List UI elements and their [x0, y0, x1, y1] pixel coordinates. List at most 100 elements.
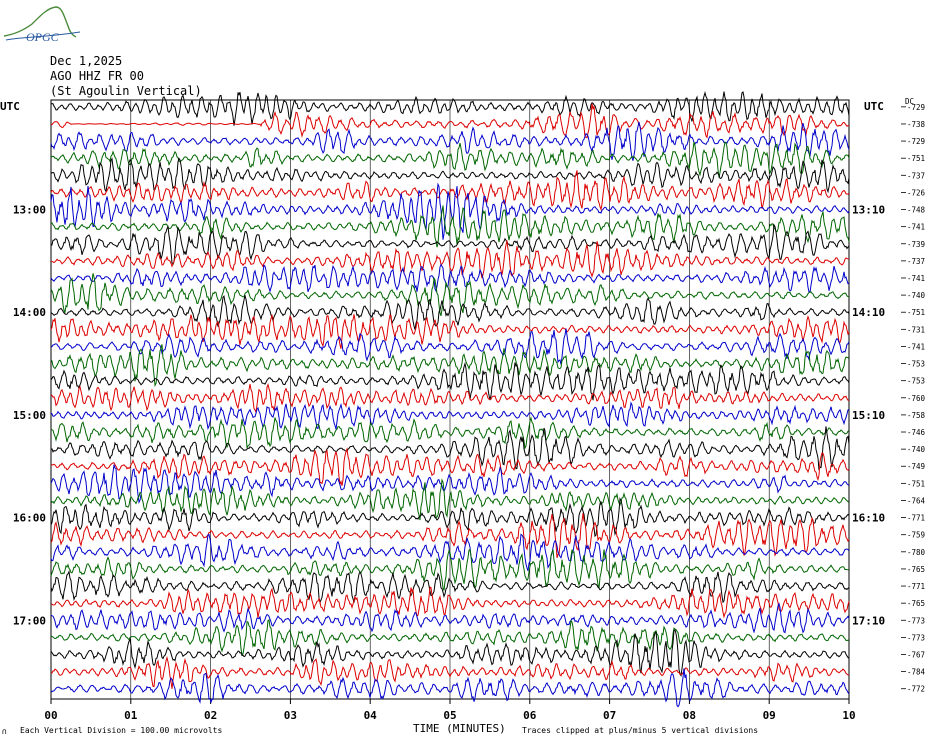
seismic-trace	[50, 668, 850, 708]
seismic-trace	[50, 548, 850, 591]
dc-offset-label: -765	[907, 599, 925, 608]
seismic-trace	[50, 121, 850, 161]
dc-offset-label: -765	[907, 565, 925, 574]
dc-label: DC	[905, 97, 915, 106]
x-tick-label: 10	[842, 709, 855, 722]
x-tick-label: 01	[124, 709, 138, 722]
footer-clip-note: Traces clipped at plus/minus 5 vertical …	[522, 726, 759, 735]
logo-mountain-curve	[3, 6, 77, 38]
dc-offset-label: -737	[907, 257, 925, 266]
header-station: AGO HHZ FR 00	[50, 69, 144, 83]
seismic-trace	[50, 141, 850, 178]
dc-offset-label: -751	[907, 308, 925, 317]
right-hour-label: 14:10	[852, 306, 885, 319]
seismic-trace	[50, 447, 850, 486]
dc-offset-label: -738	[907, 120, 926, 129]
x-axis-title: TIME (MINUTES)	[413, 722, 506, 735]
seismic-trace	[50, 655, 850, 689]
right-utc-label: UTC	[864, 100, 884, 113]
seismic-trace	[50, 416, 850, 450]
seismic-trace	[50, 619, 850, 656]
x-tick-label: 09	[763, 709, 776, 722]
left-hour-label: 13:00	[13, 204, 46, 217]
left-utc-label: UTC	[0, 100, 20, 113]
dc-offset-label: -729	[907, 103, 925, 112]
left-hour-label: 17:00	[13, 614, 46, 627]
dc-offset-label: -758	[907, 411, 926, 420]
dc-offset-label: -740	[907, 291, 926, 300]
opgc-logo: OPGC	[3, 6, 81, 44]
dc-offset-label: -764	[907, 496, 926, 505]
dc-offset-label: -753	[907, 377, 925, 386]
dc-offset-label: -771	[907, 514, 925, 523]
x-tick-label: 06	[523, 709, 537, 722]
dc-offset-label: -773	[907, 633, 925, 642]
seismic-trace	[50, 401, 850, 431]
left-hour-label: 15:00	[13, 409, 46, 422]
dc-offset-label: -749	[907, 462, 925, 471]
dc-offset-label: -771	[907, 582, 925, 591]
dc-offset-label: -741	[907, 223, 925, 232]
dc-offset-label: -739	[907, 240, 925, 249]
left-hour-label: 16:00	[13, 512, 46, 525]
dc-offset-label: -760	[907, 394, 926, 403]
dc-offset-label: -737	[907, 171, 925, 180]
seismic-trace	[50, 602, 850, 634]
seismic-trace	[50, 464, 850, 505]
seismic-trace	[50, 313, 850, 349]
x-tick-label: 08	[683, 709, 696, 722]
logo-text: OPGC	[26, 30, 60, 44]
seismic-trace	[50, 295, 850, 330]
left-hour-label: 14:00	[13, 306, 46, 319]
seismic-trace	[50, 382, 850, 415]
x-tick-label: 04	[364, 709, 378, 722]
dc-offset-label: -751	[907, 154, 925, 163]
dc-offset-label: -772	[907, 685, 925, 694]
dc-offset-label: -748	[907, 206, 926, 215]
seismic-trace	[50, 478, 850, 521]
right-hour-label: 17:10	[852, 614, 885, 627]
seismic-trace	[50, 170, 850, 212]
seismic-trace	[50, 223, 850, 266]
seismic-trace	[50, 426, 850, 471]
dc-offset-label: -780	[907, 548, 926, 557]
x-tick-label: 07	[603, 709, 616, 722]
dc-offset-label: -751	[907, 479, 925, 488]
seismic-trace	[50, 533, 850, 571]
dc-offset-label: -746	[907, 428, 926, 437]
footer-corner-mark: ∩	[2, 727, 7, 736]
seismic-trace	[50, 629, 850, 678]
dc-offset-label: -784	[907, 668, 926, 677]
dc-offset-label: -741	[907, 342, 925, 351]
seismic-trace	[50, 361, 850, 401]
seismic-trace	[50, 328, 850, 365]
seismic-trace	[50, 182, 850, 240]
dc-offset-label: -731	[907, 325, 925, 334]
header-date: Dec 1,2025	[50, 54, 123, 68]
dc-offset-label: -741	[907, 274, 925, 283]
seismic-trace	[50, 344, 850, 388]
seismic-trace	[50, 569, 850, 605]
dc-offset-label: -740	[907, 445, 926, 454]
dc-offset-label: -767	[907, 651, 925, 660]
right-hour-label: 16:10	[852, 512, 885, 525]
dc-offset-label: -729	[907, 137, 925, 146]
right-hour-label: 15:10	[852, 409, 885, 422]
dc-offset-label: -726	[907, 188, 926, 197]
header-location: (St Agoulin Vertical)	[50, 84, 202, 98]
seismic-trace	[50, 103, 850, 139]
x-tick-label: 05	[443, 709, 456, 722]
x-tick-label: 03	[284, 709, 297, 722]
seismic-trace	[50, 263, 850, 294]
logo-swoosh	[5, 31, 81, 41]
seismic-trace	[50, 497, 850, 538]
dc-offset-label: -759	[907, 531, 925, 540]
dc-offset-label: -753	[907, 360, 925, 369]
seismic-trace	[50, 91, 850, 126]
seismic-trace	[50, 240, 850, 279]
seismic-trace	[50, 512, 850, 558]
dc-offset-label: -773	[907, 616, 925, 625]
seismic-trace	[50, 273, 850, 317]
x-tick-label: 00	[44, 709, 57, 722]
right-hour-label: 13:10	[852, 204, 885, 217]
